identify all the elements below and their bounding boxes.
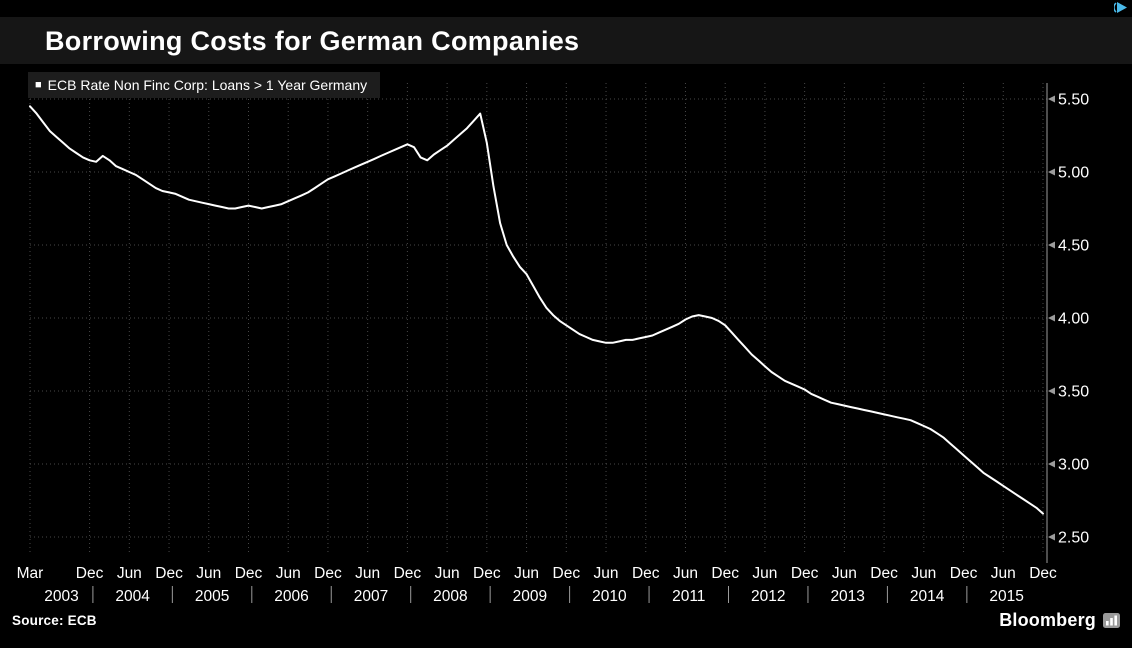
y-axis-tick-icon — [1048, 95, 1055, 103]
year-label: 2007 — [354, 588, 388, 605]
data-line — [29, 105, 1044, 515]
y-axis-tick-icon — [1048, 533, 1055, 541]
y-tick-label: 5.00 — [1058, 165, 1089, 182]
bloomberg-logo: Bloomberg — [999, 610, 1120, 631]
y-tick-label: 3.50 — [1058, 384, 1089, 401]
x-tick-label: Jun — [832, 565, 857, 582]
x-tick-label: Dec — [314, 565, 342, 582]
bloomberg-mark-icon — [1103, 612, 1120, 628]
y-axis-tick-icon — [1048, 460, 1055, 468]
year-label: 2004 — [115, 588, 150, 605]
x-tick-label: Dec — [76, 565, 104, 582]
x-tick-label: Jun — [911, 565, 936, 582]
x-tick-label: Jun — [196, 565, 221, 582]
year-label: 2014 — [910, 588, 945, 605]
year-label: 2012 — [751, 588, 785, 605]
x-tick-label: Dec — [791, 565, 819, 582]
source-label: Source: ECB — [12, 612, 97, 628]
x-tick-label: Jun — [276, 565, 301, 582]
year-label: 2003 — [44, 588, 78, 605]
y-axis-tick-icon — [1048, 241, 1055, 249]
x-tick-label: Dec — [711, 565, 739, 582]
x-tick-label: Jun — [594, 565, 619, 582]
footer-bar: Source: ECB Bloomberg — [0, 604, 1132, 636]
x-tick-label: Dec — [950, 565, 978, 582]
x-tick-label: Dec — [553, 565, 581, 582]
year-label: 2008 — [433, 588, 467, 605]
x-tick-label: Jun — [435, 565, 460, 582]
y-tick-label: 4.50 — [1058, 238, 1089, 255]
x-tick-label: Dec — [870, 565, 898, 582]
legend: ■ ECB Rate Non Finc Corp: Loans > 1 Year… — [28, 72, 381, 98]
x-tick-label: Dec — [235, 565, 263, 582]
year-label: 2015 — [989, 588, 1023, 605]
x-tick-label: Jun — [355, 565, 380, 582]
x-tick-label: Jun — [514, 565, 539, 582]
chart-title: Borrowing Costs for German Companies — [45, 26, 580, 56]
adchoices-icon[interactable] — [1113, 1, 1129, 14]
x-tick-label: Dec — [1029, 565, 1057, 582]
title-band: Borrowing Costs for German Companies — [0, 17, 1132, 64]
y-axis-tick-icon — [1048, 387, 1055, 395]
y-tick-label: 5.50 — [1058, 92, 1089, 109]
year-label: 2011 — [672, 588, 705, 605]
legend-series-label: ECB Rate Non Finc Corp: Loans > 1 Year G… — [47, 77, 368, 93]
x-tick-label: Jun — [673, 565, 698, 582]
line-chart: 5.50 5.00 4.50 4.00 3.50 3.00 2.50 Mar Dec Jun Dec… — [17, 83, 1089, 605]
year-label: 2005 — [195, 588, 229, 605]
y-axis-tick-icon — [1048, 314, 1055, 322]
x-tick-label: Dec — [473, 565, 501, 582]
play-triangle-icon — [1113, 2, 1127, 13]
x-tick-label: Dec — [394, 565, 422, 582]
legend-bullet-icon: ■ — [35, 78, 42, 91]
x-tick-label: Jun — [117, 565, 142, 582]
bloomberg-wordmark: Bloomberg — [999, 609, 1096, 630]
year-label: 2013 — [830, 588, 864, 605]
year-label: 2006 — [274, 588, 308, 605]
x-tick-label: Mar — [17, 565, 44, 582]
year-label: 2009 — [513, 588, 547, 605]
y-axis-tick-icon — [1048, 168, 1055, 176]
y-tick-label: 2.50 — [1058, 530, 1089, 547]
year-label: 2010 — [592, 588, 627, 605]
y-tick-label: 4.00 — [1058, 311, 1089, 328]
x-tick-label: Jun — [991, 565, 1016, 582]
x-tick-label: Jun — [752, 565, 777, 582]
x-tick-label: Dec — [155, 565, 183, 582]
x-tick-label: Dec — [632, 565, 660, 582]
y-tick-label: 3.00 — [1058, 457, 1089, 474]
